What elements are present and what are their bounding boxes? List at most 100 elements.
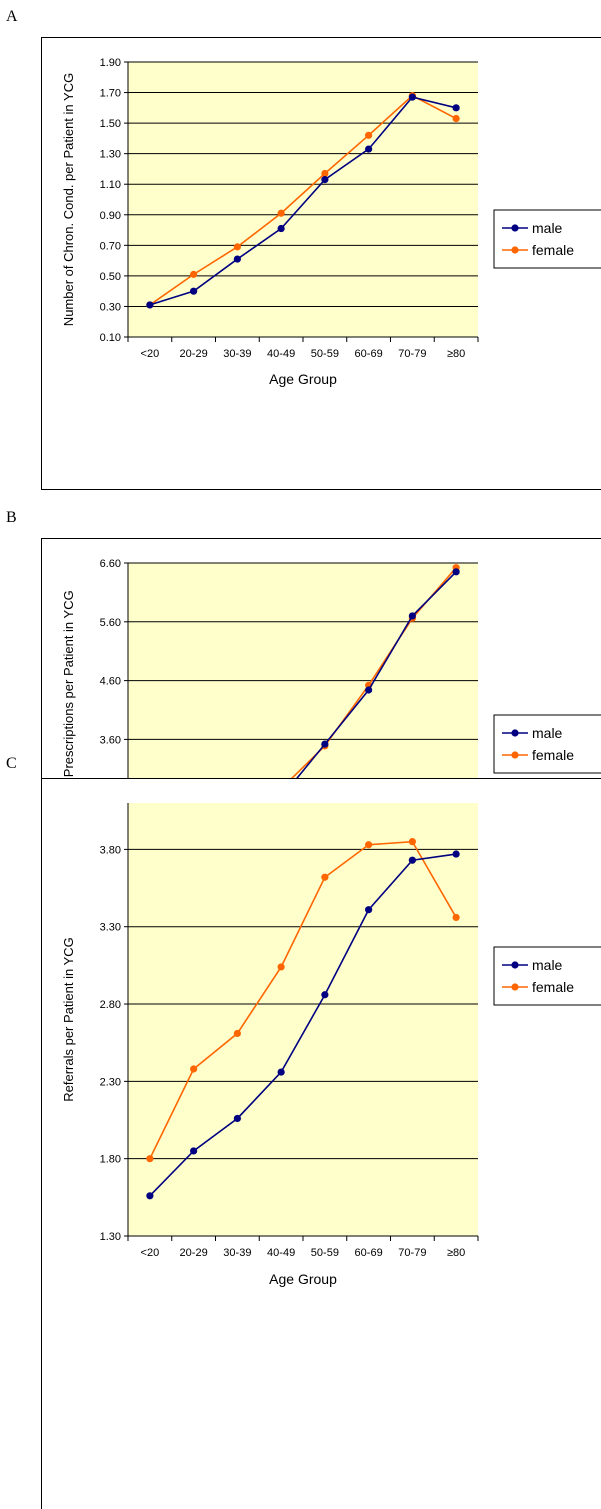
- chart-a-point-male: [233, 255, 241, 263]
- chart-a-xtick-label: 60-69: [355, 348, 383, 360]
- chart-b-point-male: [452, 568, 460, 576]
- chart-a-point-female: [277, 209, 285, 217]
- chart-c-ytick-label: 1.30: [100, 1231, 121, 1243]
- chart-a-xtick-label: 40-49: [267, 348, 295, 360]
- chart-a-point-male: [408, 93, 416, 101]
- chart-a-legend-marker-female: [511, 246, 519, 254]
- chart-c-point-male: [190, 1147, 198, 1155]
- panel-label-c: C: [6, 755, 17, 772]
- chart-b-legend-label-female: female: [532, 747, 574, 763]
- chart-c-series-line-male: [149, 853, 457, 1197]
- chart-b-legend-label-male: male: [532, 725, 563, 741]
- chart-c-ytick-label: 3.30: [100, 922, 121, 934]
- chart-a-point-male: [146, 301, 154, 309]
- chart-a-legend-marker-male: [511, 224, 519, 232]
- chart-c-point-male: [146, 1192, 154, 1200]
- chart-a-xtick-label: ≥80: [447, 348, 465, 360]
- chart-a-series-line-female: [149, 94, 457, 306]
- chart-c-y-axis-title: Referrals per Patient in YCG: [61, 937, 76, 1102]
- chart-b-point-male: [408, 612, 416, 620]
- chart-a-legend-label-female: female: [532, 242, 574, 258]
- chart-c-point-female: [277, 963, 285, 971]
- chart-a-xtick-label: 70-79: [398, 348, 426, 360]
- chart-c-xtick-label: <20: [141, 1247, 160, 1259]
- chart-a-point-female: [190, 270, 198, 278]
- chart-c-svg: 1.30 1.80 2.30 2.80 3.30 3.80 <20 20-29 30-39 40-…: [61, 803, 601, 1287]
- chart-c-legend-marker-male: [511, 961, 519, 969]
- chart-c-point-female: [321, 873, 329, 881]
- chart-a-point-female: [233, 243, 241, 251]
- chart-b-ytick-label: 4.60: [100, 676, 121, 688]
- chart-a-y-axis-title: Number of Chron. Cond. per Patient in YC…: [61, 73, 76, 326]
- chart-a-point-female: [321, 169, 329, 178]
- chart-a-ytick-label: 0.90: [100, 210, 121, 222]
- chart-a-point-female: [452, 114, 460, 123]
- chart-c-legend: male female: [493, 946, 601, 1006]
- chart-a-x-axis-title: Age Group: [269, 371, 337, 387]
- chart-c-point-male: [321, 991, 329, 999]
- chart-b-legend: male female: [493, 714, 601, 774]
- chart-a-ytick-label: 0.30: [100, 301, 121, 313]
- chart-a-xtick-label: 50-59: [311, 348, 339, 360]
- chart-c-point-male: [452, 850, 460, 858]
- chart-a-ytick-label: 0.50: [100, 271, 121, 283]
- chart-a-ytick-label: 0.70: [100, 240, 121, 252]
- chart-b-ytick-label: 6.60: [100, 558, 121, 570]
- chart-c-plot-area: [128, 803, 478, 1236]
- chart-a-plot-area: [128, 62, 478, 337]
- chart-c-legend-box: [493, 946, 601, 1006]
- chart-a-point-male: [365, 145, 373, 153]
- chart-c-point-female: [233, 1029, 241, 1038]
- panel-label-b: B: [6, 509, 17, 526]
- chart-b-y-axis-title: Different Prescriptions per Patient in Y…: [61, 590, 76, 829]
- chart-c-ytick-label: 3.80: [100, 844, 121, 856]
- chart-a-point-male: [190, 287, 198, 295]
- chart-b-point-male: [365, 686, 373, 694]
- chart-a-point-male: [452, 104, 460, 112]
- chart-a-svg: 0.10 0.30 0.50 0.70 0.90 1.10 1.30 1.50 1.70 1.90…: [61, 57, 601, 387]
- chart-c-x-axis-title: Age Group: [269, 1271, 337, 1287]
- chart-a-point-female: [365, 131, 373, 139]
- chart-c-xtick-label: 40-49: [267, 1247, 295, 1259]
- chart-c-ytick-label: 2.80: [100, 999, 121, 1011]
- chart-c-ytick-label: 1.80: [100, 1154, 121, 1166]
- chart-b-point-male: [321, 740, 329, 748]
- chart-b-legend-marker-female: [511, 751, 519, 759]
- chart-c-legend-marker-female: [511, 983, 519, 991]
- chart-c-point-female: [190, 1065, 198, 1073]
- chart-b-legend-box: [493, 714, 601, 774]
- chart-a-xtick-label: 20-29: [180, 348, 208, 360]
- chart-c-point-female: [452, 913, 460, 922]
- chart-a-legend: male female: [493, 209, 601, 269]
- chart-panel-a: 0.10 0.30 0.50 0.70 0.90 1.10 1.30 1.50 1.70 1.90…: [41, 37, 601, 490]
- chart-c-point-female: [365, 841, 373, 849]
- chart-c-legend-label-male: male: [532, 957, 563, 973]
- chart-b-ytick-label: 5.60: [100, 617, 121, 629]
- chart-b-legend-marker-male: [511, 729, 519, 737]
- chart-c-point-female: [408, 838, 416, 846]
- chart-a-ytick-label: 1.10: [100, 179, 121, 191]
- chart-a-point-male: [277, 224, 285, 233]
- chart-a-series-line-male: [149, 96, 457, 306]
- chart-c-point-male: [277, 1068, 285, 1076]
- chart-c-xtick-label: 30-39: [223, 1247, 251, 1259]
- chart-a-ytick-label: 1.50: [100, 118, 121, 130]
- chart-a-ytick-label: 0.10: [100, 332, 121, 344]
- chart-a-ytick-label: 1.90: [100, 57, 121, 69]
- chart-a-ytick-label: 1.30: [100, 149, 121, 161]
- chart-c-point-male: [233, 1114, 241, 1123]
- chart-a-xtick-label: <20: [141, 348, 160, 360]
- chart-c-xtick-label: 20-29: [180, 1247, 208, 1259]
- chart-a-legend-label-male: male: [532, 220, 563, 236]
- chart-c-point-male: [365, 906, 373, 914]
- chart-a-point-male: [321, 176, 329, 184]
- chart-c-xtick-label: ≥80: [447, 1247, 465, 1259]
- chart-a-xtick-label: 30-39: [223, 348, 251, 360]
- chart-c-series-line-female: [149, 840, 457, 1160]
- chart-c-ytick-label: 2.30: [100, 1076, 121, 1088]
- chart-c-point-male: [408, 856, 416, 864]
- chart-c-xtick-label: 70-79: [398, 1247, 426, 1259]
- chart-a-legend-box: [493, 209, 601, 269]
- chart-b-ytick-label: 3.60: [100, 734, 121, 746]
